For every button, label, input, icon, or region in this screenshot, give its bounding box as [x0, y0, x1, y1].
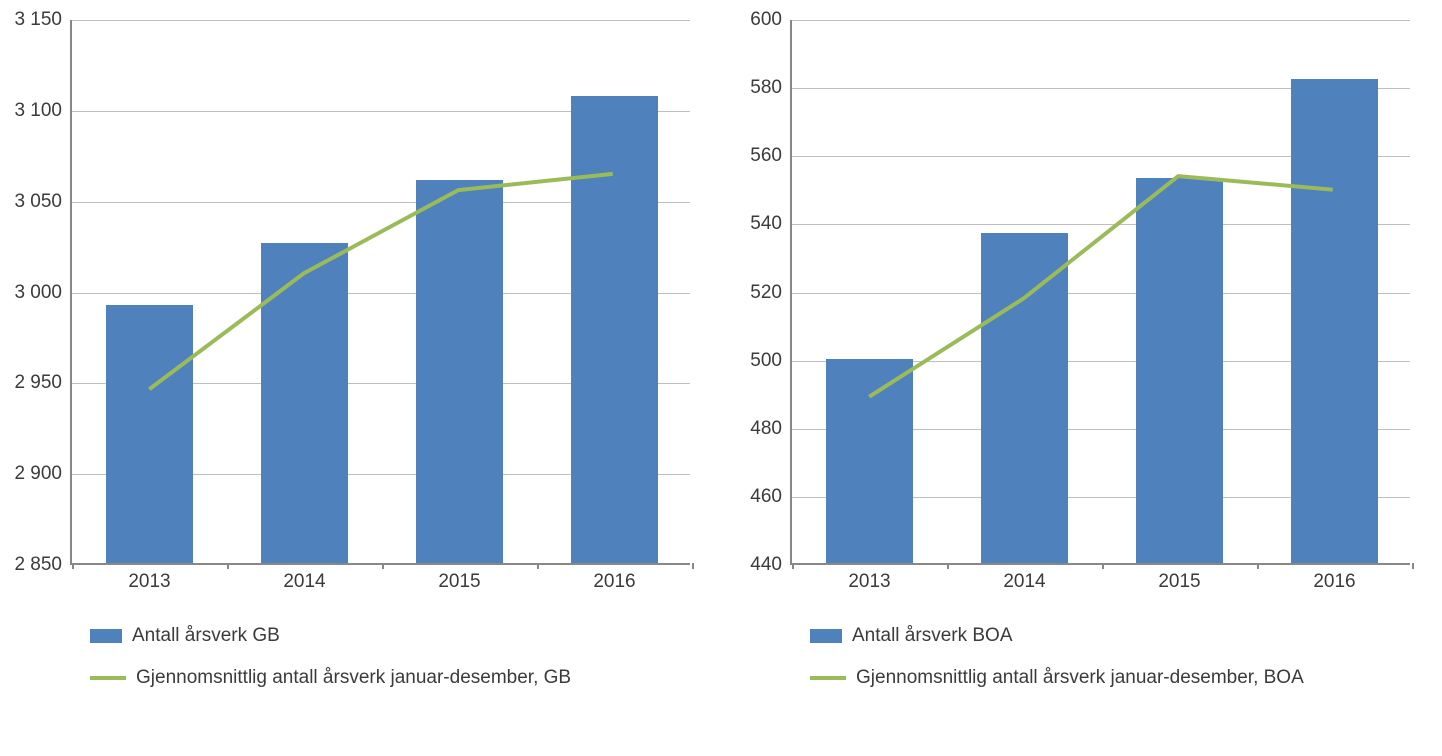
- x-tick-mark: [947, 563, 949, 569]
- x-tick-label: 2015: [438, 571, 480, 593]
- plot-area: 4404604805005205405605806002013201420152…: [790, 20, 1410, 565]
- y-tick-label: 3 150: [14, 9, 62, 31]
- bar: [1136, 178, 1223, 563]
- y-tick-label: 520: [750, 282, 782, 304]
- y-tick-label: 440: [750, 554, 782, 576]
- x-tick-mark: [537, 563, 539, 569]
- x-tick-mark: [1102, 563, 1104, 569]
- x-tick-mark: [792, 563, 794, 569]
- trend-line: [869, 176, 1333, 397]
- bar: [826, 359, 913, 563]
- legend-item: Antall årsverk BOA: [810, 625, 1304, 647]
- x-tick-label: 2013: [128, 571, 170, 593]
- legend-label: Gjennomsnittlig antall årsverk januar-de…: [856, 667, 1304, 689]
- legend: Antall årsverk BOA Gjennomsnittlig antall…: [810, 625, 1304, 709]
- bar: [416, 180, 503, 563]
- bar: [571, 96, 658, 563]
- y-tick-label: 3 000: [14, 282, 62, 304]
- bar: [1291, 79, 1378, 563]
- x-tick-mark: [692, 563, 694, 569]
- legend-label: Antall årsverk GB: [132, 625, 280, 647]
- charts-wrapper: 2 850 2 900 2 950 3 000 3 050 3 100 3 150 2013 2…: [0, 0, 1442, 756]
- x-tick-label: 2016: [1313, 571, 1355, 593]
- bar: [106, 305, 193, 563]
- x-tick-label: 2014: [1003, 571, 1045, 593]
- legend-item: Gjennomsnittlig antall årsverk januar-de…: [810, 667, 1304, 689]
- legend-swatch-line: [810, 676, 846, 680]
- y-tick-label: 600: [750, 9, 782, 31]
- y-tick-label: 460: [750, 486, 782, 508]
- y-tick-label: 480: [750, 418, 782, 440]
- legend-label: Gjennomsnittlig antall årsverk januar-de…: [136, 667, 571, 689]
- y-tick-label: 2 950: [14, 372, 62, 394]
- x-tick-mark: [1257, 563, 1259, 569]
- trend-line: [149, 174, 613, 389]
- chart-panel-1: 440 460 480 500 520 540 560 580 600 2013 2014 2015 2…: [720, 0, 1442, 756]
- x-tick-label: 2013: [848, 571, 890, 593]
- bar: [261, 243, 348, 563]
- bar: [981, 233, 1068, 563]
- x-tick-label: 2015: [1158, 571, 1200, 593]
- legend-item: Antall årsverk GB: [90, 625, 571, 647]
- gridline: [792, 20, 1410, 21]
- legend-label: Antall årsverk BOA: [852, 625, 1013, 647]
- chart-panel-0: 2 850 2 900 2 950 3 000 3 050 3 100 3 150 2013 2…: [0, 0, 720, 756]
- legend-item: Gjennomsnittlig antall årsverk januar-de…: [90, 667, 571, 689]
- x-tick-mark: [227, 563, 229, 569]
- x-tick-label: 2014: [283, 571, 325, 593]
- y-tick-label: 2 850: [14, 554, 62, 576]
- y-tick-label: 500: [750, 350, 782, 372]
- y-tick-label: 540: [750, 213, 782, 235]
- x-tick-mark: [382, 563, 384, 569]
- legend-swatch-line: [90, 676, 126, 680]
- x-tick-mark: [72, 563, 74, 569]
- x-tick-mark: [1412, 563, 1414, 569]
- y-tick-label: 560: [750, 145, 782, 167]
- plot-area: 2 8502 9002 9503 0003 0503 1003 15020132…: [70, 20, 690, 565]
- legend-swatch-bar: [90, 629, 122, 643]
- legend: Antall årsverk GB Gjennomsnittlig antall …: [90, 625, 571, 709]
- x-tick-label: 2016: [593, 571, 635, 593]
- y-tick-label: 3 100: [14, 100, 62, 122]
- legend-swatch-bar: [810, 629, 842, 643]
- y-tick-label: 580: [750, 77, 782, 99]
- gridline: [72, 20, 690, 21]
- y-tick-label: 3 050: [14, 191, 62, 213]
- y-tick-label: 2 900: [14, 463, 62, 485]
